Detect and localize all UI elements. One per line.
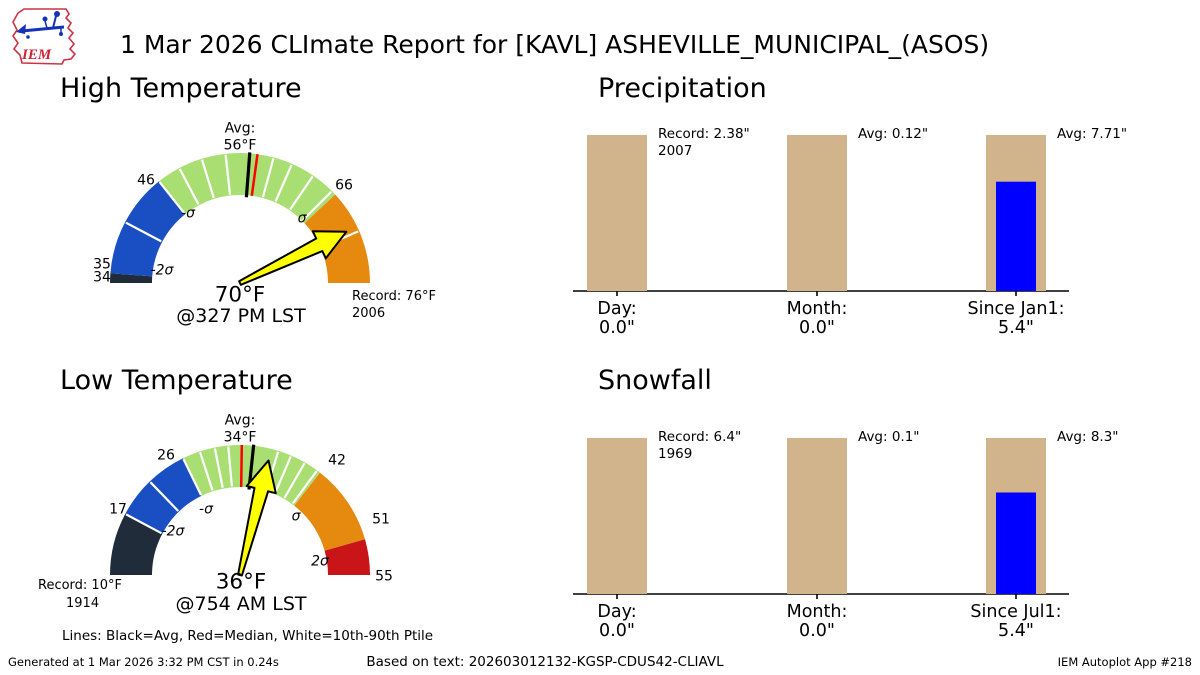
avg-label: 56°F (223, 137, 257, 154)
bar-x-label: Day: (597, 601, 637, 622)
percentile-line (291, 470, 318, 505)
logo-text: IEM (21, 47, 52, 63)
percentile-line (158, 181, 186, 215)
avg-label: 34°F (223, 429, 257, 446)
bar-x-value: 5.4" (998, 620, 1034, 641)
tick-label: 35 (93, 256, 111, 273)
bar-annotation: Avg: 0.1" (858, 428, 920, 445)
record-label: Record: 10°F (38, 578, 122, 594)
tick-label: 46 (137, 172, 155, 189)
tick-label: 17 (109, 501, 127, 518)
sigma-label: -σ (181, 205, 195, 222)
bar-x-label: Since Jan1: (967, 298, 1065, 319)
tick-label: 51 (372, 511, 390, 528)
sigma-label: σ (297, 210, 307, 227)
reference-bar (587, 135, 647, 291)
time-label: @327 PM LST (176, 305, 306, 328)
bar-x-label: Month: (786, 298, 848, 319)
percentile-line (302, 191, 332, 221)
avg-label: Avg: (224, 120, 256, 137)
bar-annotation: 2007 (658, 142, 693, 159)
bar-x-value: 0.0" (599, 317, 635, 338)
chart-heading: Snowfall (598, 364, 712, 396)
bar-x-label: Day: (597, 298, 637, 319)
gauge-zone (110, 181, 186, 277)
avg-label: Avg: (224, 412, 256, 429)
gauge-needle (238, 230, 348, 286)
percentile-line (224, 154, 232, 195)
percentile-line (182, 458, 202, 496)
chart-heading: Low Temperature (60, 364, 293, 396)
record-label: 2006 (352, 306, 386, 322)
record-label: Record: 76°F (352, 289, 436, 305)
record-label: 1914 (66, 596, 100, 612)
median-line (239, 444, 244, 488)
bar-annotation: Record: 6.4" (658, 428, 742, 445)
iowa-outline (12, 8, 77, 65)
percentile-line (289, 175, 314, 211)
bar-x-label: Since Jul1: (970, 601, 1062, 622)
reference-bar (787, 438, 847, 594)
footer-source: Based on text: 202603012132-KGSP-CDUS42-… (366, 653, 724, 670)
percentile-line (274, 455, 292, 494)
iem-logo: IEM (12, 8, 77, 65)
tick-label: 66 (335, 177, 353, 194)
actual-bar (996, 181, 1036, 291)
bar-annotation: Avg: 0.12" (858, 125, 929, 142)
gauge-zone (109, 514, 163, 575)
percentile-line (227, 446, 233, 487)
percentile-line (199, 451, 214, 491)
tick-label: 34 (93, 269, 111, 286)
gauge-zone (294, 472, 365, 551)
sigma-label: -2σ (150, 262, 174, 279)
weathervane-icon (16, 11, 65, 39)
value-label: 70°F (214, 282, 266, 308)
tick-label: 42 (328, 452, 346, 469)
bar-x-value: 0.0" (599, 620, 635, 641)
gauge-zone (324, 539, 371, 575)
percentile-line (149, 481, 179, 512)
bar-x-value: 0.0" (799, 620, 835, 641)
bar-x-label: Month: (786, 601, 848, 622)
page-title: 1 Mar 2026 CLImate Report for [KAVL] ASH… (120, 29, 990, 59)
percentile-line (178, 168, 200, 205)
chart-heading: High Temperature (60, 72, 302, 104)
reference-bar (587, 438, 647, 594)
percentile-line (261, 158, 275, 198)
sigma-label: -2σ (161, 523, 185, 540)
legend-note: Lines: Black=Avg, Red=Median, White=10th… (62, 627, 434, 644)
percentile-line (200, 159, 215, 199)
bar-annotation: 1969 (658, 445, 693, 462)
gauge-needle (237, 459, 277, 577)
value-label: 36°F (215, 569, 267, 595)
actual-bar (996, 492, 1036, 594)
tick-label: 26 (157, 447, 175, 464)
bar-annotation: Avg: 7.71" (1057, 125, 1128, 142)
gauge-zone (110, 273, 153, 283)
bar-x-value: 5.4" (998, 317, 1034, 338)
chart-heading: Precipitation (598, 72, 767, 104)
percentile-line (125, 513, 162, 535)
bar-x-value: 0.0" (799, 317, 835, 338)
percentile-line (274, 164, 293, 202)
percentile-line (125, 221, 162, 243)
tick-label: 55 (375, 568, 393, 585)
median-line (250, 154, 259, 196)
sigma-label: -σ (199, 501, 213, 518)
percentile-line (213, 448, 224, 488)
footer-generated: Generated at 1 Mar 2026 3:32 PM CST in 0… (8, 654, 279, 669)
time-label: @754 AM LST (175, 593, 307, 616)
avg-line (244, 152, 252, 198)
percentile-line (283, 462, 306, 499)
footer-app: IEM Autoplot App #218 (1057, 654, 1192, 669)
sigma-label: σ (291, 508, 301, 525)
bar-annotation: Record: 2.38" (658, 125, 750, 142)
reference-bar (787, 135, 847, 291)
bar-annotation: Avg: 8.3" (1057, 428, 1119, 445)
sigma-label: 2σ (311, 553, 329, 570)
